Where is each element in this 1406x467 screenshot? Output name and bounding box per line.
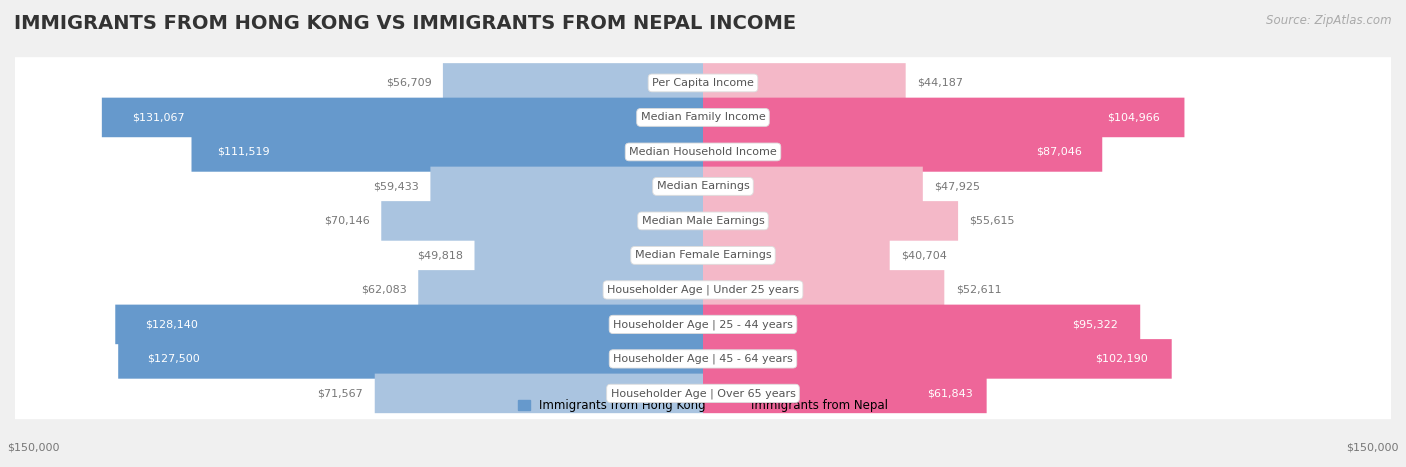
Legend: Immigrants from Hong Kong, Immigrants from Nepal: Immigrants from Hong Kong, Immigrants fr…	[519, 399, 887, 412]
FancyBboxPatch shape	[418, 270, 703, 310]
Text: $59,433: $59,433	[373, 181, 419, 191]
Text: $61,843: $61,843	[927, 389, 973, 398]
FancyBboxPatch shape	[381, 201, 703, 241]
Text: Per Capita Income: Per Capita Income	[652, 78, 754, 88]
FancyBboxPatch shape	[15, 368, 1391, 419]
Text: $44,187: $44,187	[917, 78, 963, 88]
Text: $104,966: $104,966	[1108, 113, 1160, 122]
FancyBboxPatch shape	[15, 161, 1391, 212]
FancyBboxPatch shape	[115, 304, 703, 344]
Text: $71,567: $71,567	[318, 389, 363, 398]
FancyBboxPatch shape	[703, 374, 987, 413]
Text: $150,000: $150,000	[1347, 443, 1399, 453]
FancyBboxPatch shape	[703, 98, 1184, 137]
Text: $87,046: $87,046	[1036, 147, 1083, 157]
FancyBboxPatch shape	[703, 304, 1140, 344]
FancyBboxPatch shape	[15, 126, 1391, 178]
FancyBboxPatch shape	[703, 339, 1171, 379]
Text: Householder Age | 25 - 44 years: Householder Age | 25 - 44 years	[613, 319, 793, 330]
FancyBboxPatch shape	[703, 167, 922, 206]
FancyBboxPatch shape	[443, 63, 703, 103]
FancyBboxPatch shape	[15, 195, 1391, 247]
FancyBboxPatch shape	[15, 333, 1391, 385]
FancyBboxPatch shape	[15, 92, 1391, 143]
Text: $102,190: $102,190	[1095, 354, 1149, 364]
Text: $128,140: $128,140	[145, 319, 197, 329]
Text: $47,925: $47,925	[934, 181, 980, 191]
Text: $55,615: $55,615	[970, 216, 1015, 226]
Text: $40,704: $40,704	[901, 250, 948, 261]
Text: Median Male Earnings: Median Male Earnings	[641, 216, 765, 226]
Text: $131,067: $131,067	[132, 113, 184, 122]
Text: Householder Age | 45 - 64 years: Householder Age | 45 - 64 years	[613, 354, 793, 364]
FancyBboxPatch shape	[703, 236, 890, 275]
FancyBboxPatch shape	[430, 167, 703, 206]
FancyBboxPatch shape	[15, 264, 1391, 316]
Text: $56,709: $56,709	[385, 78, 432, 88]
FancyBboxPatch shape	[15, 57, 1391, 109]
Text: Householder Age | Under 25 years: Householder Age | Under 25 years	[607, 285, 799, 295]
Text: Median Household Income: Median Household Income	[628, 147, 778, 157]
Text: $49,818: $49,818	[418, 250, 463, 261]
Text: $150,000: $150,000	[7, 443, 59, 453]
Text: $62,083: $62,083	[361, 285, 406, 295]
Text: $127,500: $127,500	[148, 354, 200, 364]
Text: Median Family Income: Median Family Income	[641, 113, 765, 122]
Text: Median Female Earnings: Median Female Earnings	[634, 250, 772, 261]
Text: IMMIGRANTS FROM HONG KONG VS IMMIGRANTS FROM NEPAL INCOME: IMMIGRANTS FROM HONG KONG VS IMMIGRANTS …	[14, 14, 796, 33]
FancyBboxPatch shape	[101, 98, 703, 137]
FancyBboxPatch shape	[15, 230, 1391, 281]
FancyBboxPatch shape	[474, 236, 703, 275]
Text: Householder Age | Over 65 years: Householder Age | Over 65 years	[610, 388, 796, 399]
FancyBboxPatch shape	[703, 201, 957, 241]
FancyBboxPatch shape	[375, 374, 703, 413]
Text: $70,146: $70,146	[323, 216, 370, 226]
Text: $52,611: $52,611	[956, 285, 1001, 295]
Text: $95,322: $95,322	[1073, 319, 1118, 329]
FancyBboxPatch shape	[118, 339, 703, 379]
Text: $111,519: $111,519	[217, 147, 270, 157]
FancyBboxPatch shape	[703, 132, 1102, 172]
FancyBboxPatch shape	[703, 270, 945, 310]
Text: Median Earnings: Median Earnings	[657, 181, 749, 191]
FancyBboxPatch shape	[703, 63, 905, 103]
FancyBboxPatch shape	[15, 298, 1391, 350]
Text: Source: ZipAtlas.com: Source: ZipAtlas.com	[1267, 14, 1392, 27]
FancyBboxPatch shape	[191, 132, 703, 172]
